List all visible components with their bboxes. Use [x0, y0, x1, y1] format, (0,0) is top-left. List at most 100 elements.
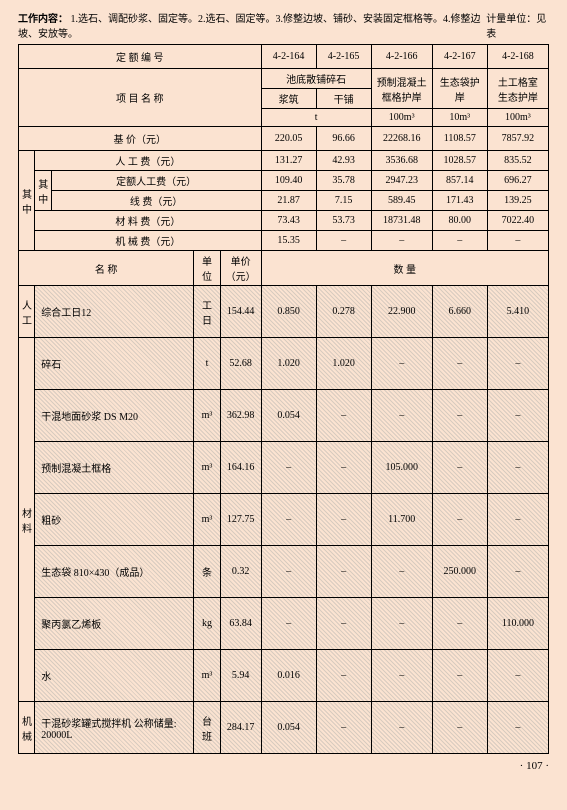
- item-val: –: [316, 650, 371, 702]
- item-val: –: [432, 650, 487, 702]
- gp: 干铺: [316, 89, 371, 109]
- c167: 生态袋护岸: [432, 69, 487, 109]
- cell: 589.45: [371, 191, 432, 211]
- base-3: 1108.57: [432, 127, 487, 151]
- cell: 696.27: [487, 171, 548, 191]
- cell: 73.43: [261, 211, 316, 231]
- work-desc: 1.选石、调配砂浆、固定等。2.选石、固定等。3.修整边坡、铺砂、安装固定框格等…: [18, 14, 481, 40]
- drgf-label: 定额人工费（元）: [51, 171, 261, 191]
- cell: 53.73: [316, 211, 371, 231]
- code-0: 4-2-164: [261, 45, 316, 69]
- u167: 10m³: [432, 109, 487, 127]
- cell: 42.93: [316, 151, 371, 171]
- cell: 857.14: [432, 171, 487, 191]
- code-label: 定 额 编 号: [19, 45, 262, 69]
- item-val: 105.000: [371, 442, 432, 494]
- item-unit: m³: [194, 390, 220, 442]
- item-val: 0.278: [316, 286, 371, 338]
- item-price: 127.75: [220, 494, 261, 546]
- cell: 7022.40: [487, 211, 548, 231]
- item-val: –: [261, 494, 316, 546]
- qz-inner: 其中: [35, 171, 51, 211]
- item-val: –: [487, 390, 548, 442]
- base-4: 7857.92: [487, 127, 548, 151]
- item-name: 综合工日12: [35, 286, 194, 338]
- item-val: –: [487, 702, 548, 754]
- item-val: –: [371, 546, 432, 598]
- item-val: –: [432, 494, 487, 546]
- item-val: 0.016: [261, 650, 316, 702]
- item-unit: kg: [194, 598, 220, 650]
- xf-label: 线 费（元）: [51, 191, 261, 211]
- item-val: –: [487, 442, 548, 494]
- dj-label: 单价（元）: [220, 251, 261, 286]
- work-label: 工作内容：: [18, 14, 68, 25]
- item-unit: 台班: [194, 702, 220, 754]
- item-val: –: [261, 598, 316, 650]
- item-val: 0.054: [261, 702, 316, 754]
- code-3: 4-2-167: [432, 45, 487, 69]
- group-label: 材料: [19, 338, 35, 702]
- item-val: –: [261, 546, 316, 598]
- item-val: –: [261, 442, 316, 494]
- item-price: 63.84: [220, 598, 261, 650]
- item-val: –: [487, 494, 548, 546]
- item-price: 52.68: [220, 338, 261, 390]
- item-val: –: [371, 390, 432, 442]
- qz-outer: 其中: [19, 151, 35, 251]
- item-price: 284.17: [220, 702, 261, 754]
- group-label: 机械: [19, 702, 35, 754]
- item-name: 聚丙氯乙烯板: [35, 598, 194, 650]
- item-val: –: [316, 390, 371, 442]
- item-price: 0.32: [220, 546, 261, 598]
- cell: –: [316, 231, 371, 251]
- item-val: –: [316, 442, 371, 494]
- cell: 139.25: [487, 191, 548, 211]
- cell: 15.35: [261, 231, 316, 251]
- clf-label: 材 料 费（元）: [35, 211, 261, 231]
- item-unit: m³: [194, 650, 220, 702]
- item-unit: m³: [194, 442, 220, 494]
- item-val: 110.000: [487, 598, 548, 650]
- item-price: 362.98: [220, 390, 261, 442]
- item-name: 预制混凝土框格: [35, 442, 194, 494]
- sl-label: 数 量: [261, 251, 548, 286]
- item-val: 0.850: [261, 286, 316, 338]
- cell: 80.00: [432, 211, 487, 231]
- base-1: 96.66: [316, 127, 371, 151]
- cell: 835.52: [487, 151, 548, 171]
- page-number: · 107 ·: [18, 760, 549, 772]
- item-val: –: [432, 598, 487, 650]
- item-val: 1.020: [316, 338, 371, 390]
- rgf-label: 人 工 费（元）: [35, 151, 261, 171]
- cell: 2947.23: [371, 171, 432, 191]
- item-unit: 条: [194, 546, 220, 598]
- c168: 土工格室 生态护岸: [487, 69, 548, 109]
- cell: 131.27: [261, 151, 316, 171]
- item-val: 1.020: [261, 338, 316, 390]
- cell: –: [371, 231, 432, 251]
- cell: 7.15: [316, 191, 371, 211]
- item-name: 干混地面砂浆 DS M20: [35, 390, 194, 442]
- dw-label: 单位: [194, 251, 220, 286]
- jxf-label: 机 械 费（元）: [35, 231, 261, 251]
- item-val: –: [432, 442, 487, 494]
- item-unit: 工日: [194, 286, 220, 338]
- item-val: –: [316, 702, 371, 754]
- cell: 18731.48: [371, 211, 432, 231]
- code-4: 4-2-168: [487, 45, 548, 69]
- item-val: –: [371, 598, 432, 650]
- u166: 100m³: [371, 109, 432, 127]
- jz: 浆筑: [261, 89, 316, 109]
- group-label: 人工: [19, 286, 35, 338]
- item-val: 6.660: [432, 286, 487, 338]
- item-val: 11.700: [371, 494, 432, 546]
- item-val: –: [487, 546, 548, 598]
- item-val: –: [371, 650, 432, 702]
- item-val: –: [487, 338, 548, 390]
- item-val: 0.054: [261, 390, 316, 442]
- item-val: –: [316, 546, 371, 598]
- u168: 100m³: [487, 109, 548, 127]
- item-price: 164.16: [220, 442, 261, 494]
- base-label: 基 价（元）: [19, 127, 262, 151]
